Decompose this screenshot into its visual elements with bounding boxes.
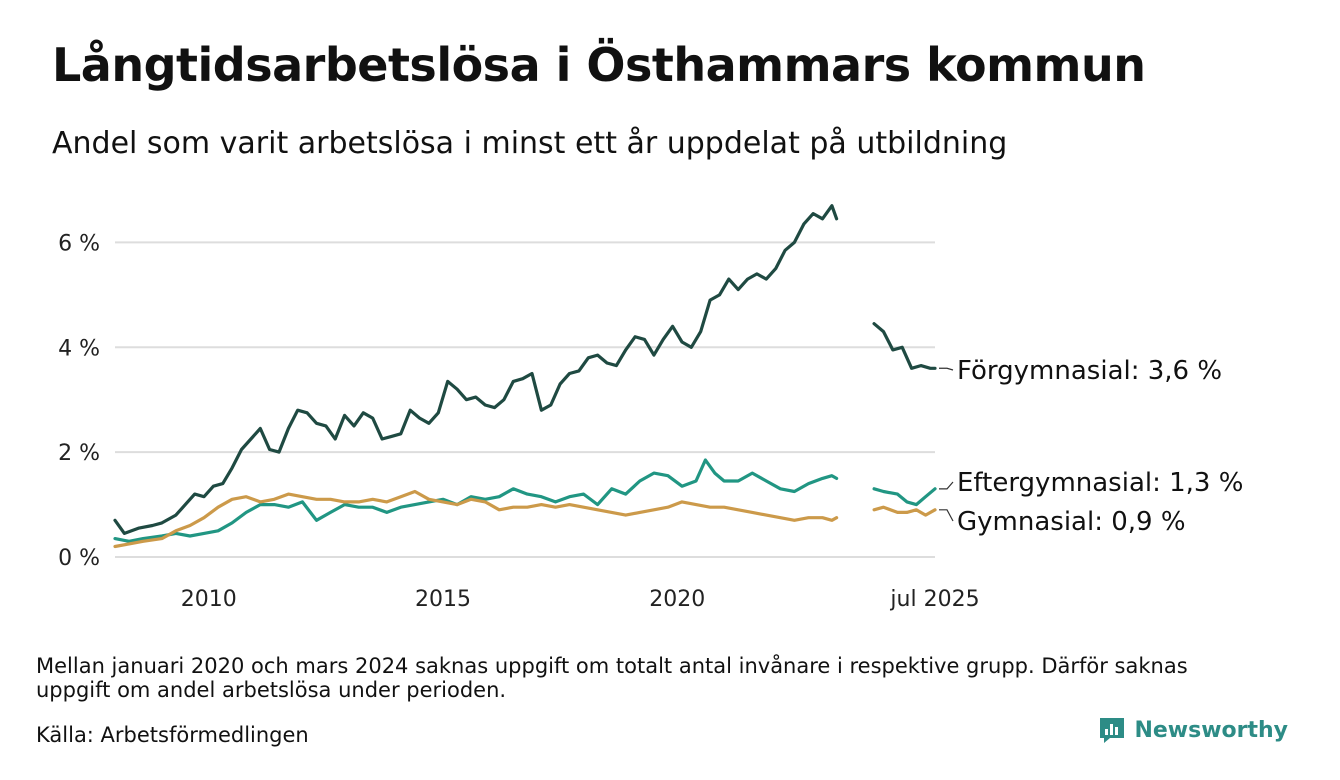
- series-line-eftergymnasial: [113, 458, 839, 543]
- series-line-gymnasial: [113, 489, 839, 549]
- x-axis: 2010 2015 2020 jul 2025: [181, 587, 980, 612]
- y-tick-label: 0 %: [58, 546, 100, 571]
- series-line-förgymnasial: [872, 322, 937, 370]
- chart-grid: [115, 241, 935, 558]
- label-leader: [939, 509, 954, 522]
- y-axis: 0 % 2 % 4 % 6 %: [58, 231, 100, 571]
- series-end-label: Eftergymnasial: 1,3 %: [957, 468, 1243, 498]
- chart-lines: [113, 204, 937, 549]
- y-tick-label: 2 %: [58, 441, 100, 466]
- x-tick-label: jul 2025: [889, 587, 979, 612]
- y-tick-label: 6 %: [58, 231, 100, 256]
- page-title: Långtidsarbetslösa i Östhammars kommun: [52, 38, 1146, 92]
- newsworthy-logo-icon: [1100, 718, 1125, 743]
- y-tick-label: 4 %: [58, 336, 100, 361]
- series-line-förgymnasial: [113, 204, 839, 535]
- label-leader: [939, 367, 954, 371]
- label-leader: [939, 481, 954, 490]
- x-tick-label: 2015: [415, 587, 471, 612]
- x-tick-label: 2010: [181, 587, 237, 612]
- series-line-eftergymnasial: [872, 487, 937, 507]
- x-tick-label: 2020: [649, 587, 705, 612]
- brand-logo: Newsworthy: [1098, 716, 1288, 744]
- brand-name: Newsworthy: [1134, 717, 1288, 743]
- line-chart: 0 % 2 % 4 % 6 % 2010 2015 2020 jul 2025 Förgym…: [58, 204, 1243, 612]
- footnote: Mellan januari 2020 och mars 2024 saknas…: [36, 654, 1188, 702]
- source-text: Källa: Arbetsförmedlingen: [36, 723, 309, 747]
- series-labels: Förgymnasial: 3,6 % Eftergymnasial: 1,3 %…: [939, 356, 1243, 537]
- series-line-gymnasial: [872, 505, 937, 517]
- page-subtitle: Andel som varit arbetslösa i minst ett å…: [52, 126, 1008, 161]
- series-end-label: Gymnasial: 0,9 %: [957, 507, 1186, 537]
- series-end-label: Förgymnasial: 3,6 %: [957, 356, 1222, 386]
